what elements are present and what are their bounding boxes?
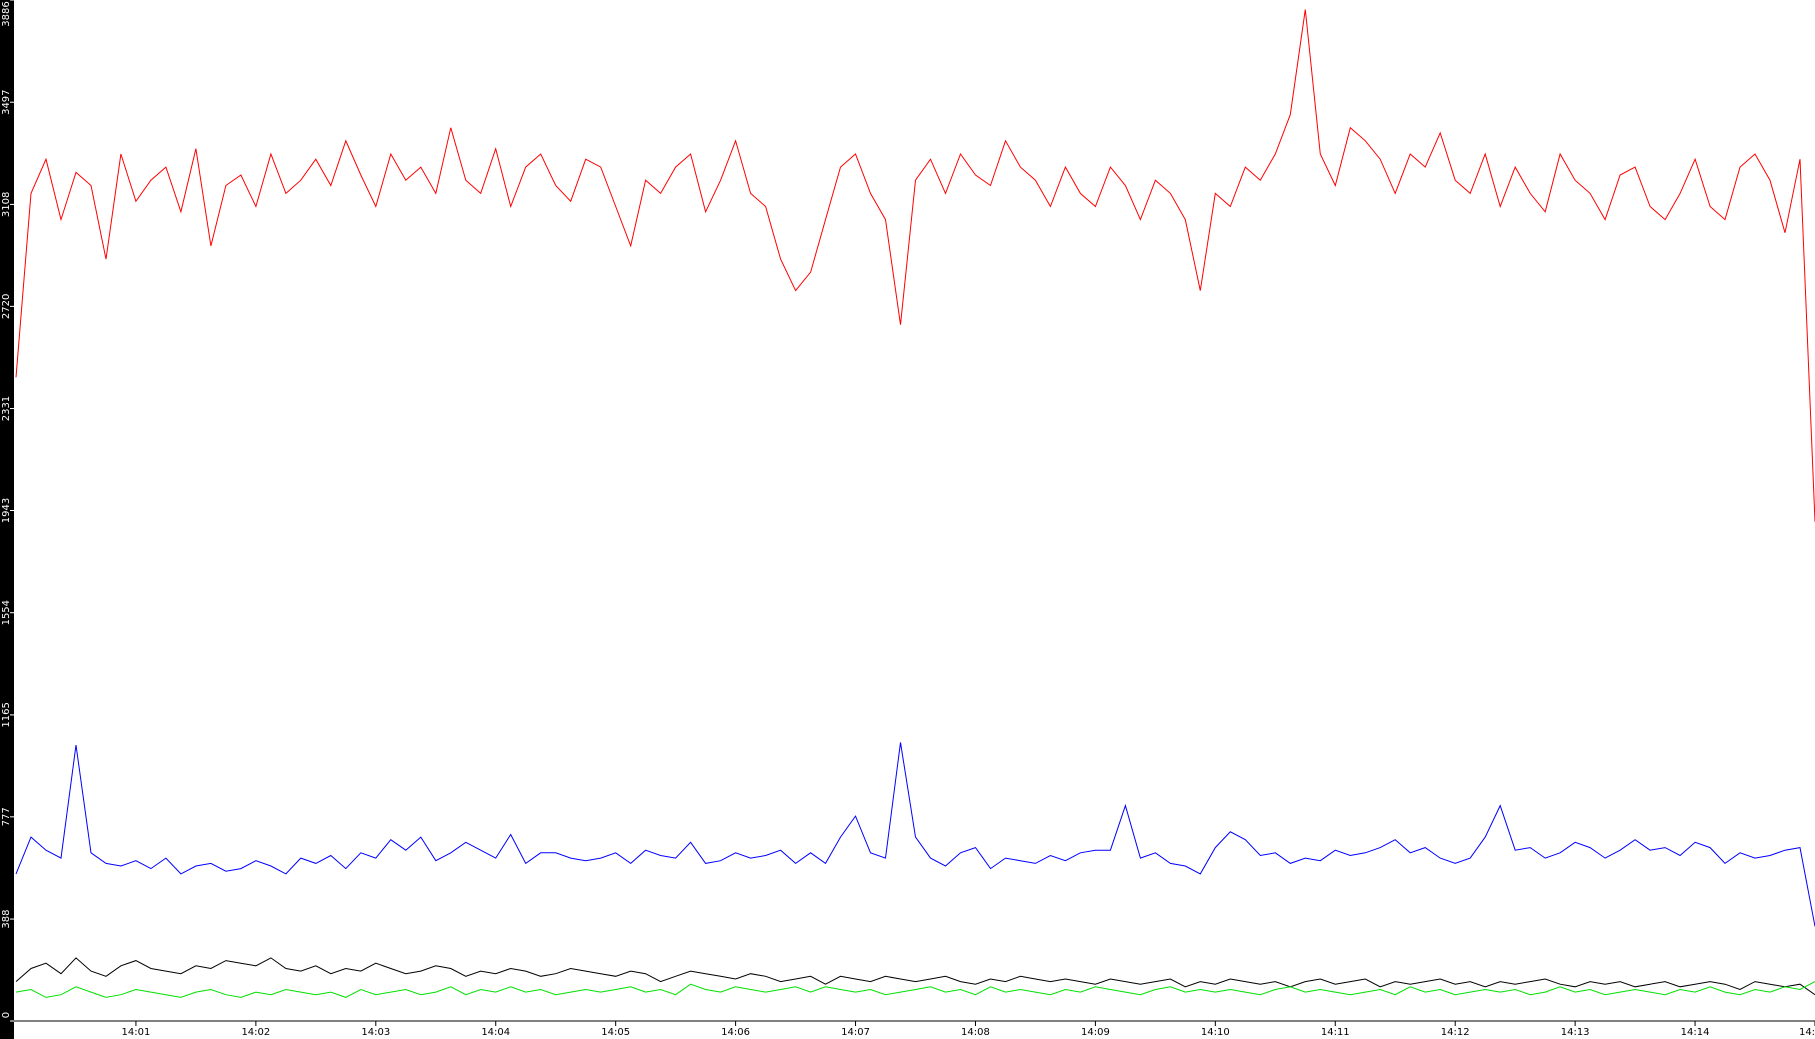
x-tick-label: 14:09 bbox=[1081, 1027, 1110, 1038]
series-line bbox=[15, 981, 1815, 998]
x-tick-label: 14:04 bbox=[481, 1027, 510, 1038]
x-tick-label: 14:14 bbox=[1681, 1027, 1710, 1038]
y-tick-label: 3886 bbox=[1, 1, 12, 26]
y-axis-strip bbox=[0, 0, 14, 1039]
y-tick-label: 777 bbox=[1, 807, 12, 826]
y-tick-label: 1943 bbox=[1, 498, 12, 523]
y-tick-label: 388 bbox=[1, 910, 12, 929]
x-tick-label: 14:07 bbox=[841, 1027, 870, 1038]
y-tick-label: 2331 bbox=[1, 396, 12, 421]
x-tick-label: 14:13 bbox=[1561, 1027, 1590, 1038]
x-tick-label: 14:05 bbox=[601, 1027, 630, 1038]
y-tick-label: 2720 bbox=[1, 294, 12, 319]
x-tick-label: 14:06 bbox=[721, 1027, 750, 1038]
series-line bbox=[15, 957, 1815, 996]
y-tick-label: 3108 bbox=[1, 192, 12, 217]
x-tick-label: 14:12 bbox=[1441, 1027, 1470, 1038]
y-tick-label: 1554 bbox=[1, 600, 12, 625]
x-tick-label: 14: bbox=[1799, 1027, 1815, 1038]
y-tick-label: 3497 bbox=[1, 89, 12, 114]
series-line bbox=[15, 742, 1815, 927]
y-tick-label: 1165 bbox=[1, 702, 12, 727]
x-tick-label: 14:03 bbox=[361, 1027, 390, 1038]
series-line bbox=[15, 9, 1815, 522]
x-tick-label: 14:08 bbox=[961, 1027, 990, 1038]
x-tick-label: 14:01 bbox=[122, 1027, 151, 1038]
x-tick-label: 14:10 bbox=[1201, 1027, 1230, 1038]
x-tick-label: 14:02 bbox=[241, 1027, 270, 1038]
x-tick-label: 14:11 bbox=[1321, 1027, 1350, 1038]
y-tick-label: 0 bbox=[1, 1012, 12, 1018]
